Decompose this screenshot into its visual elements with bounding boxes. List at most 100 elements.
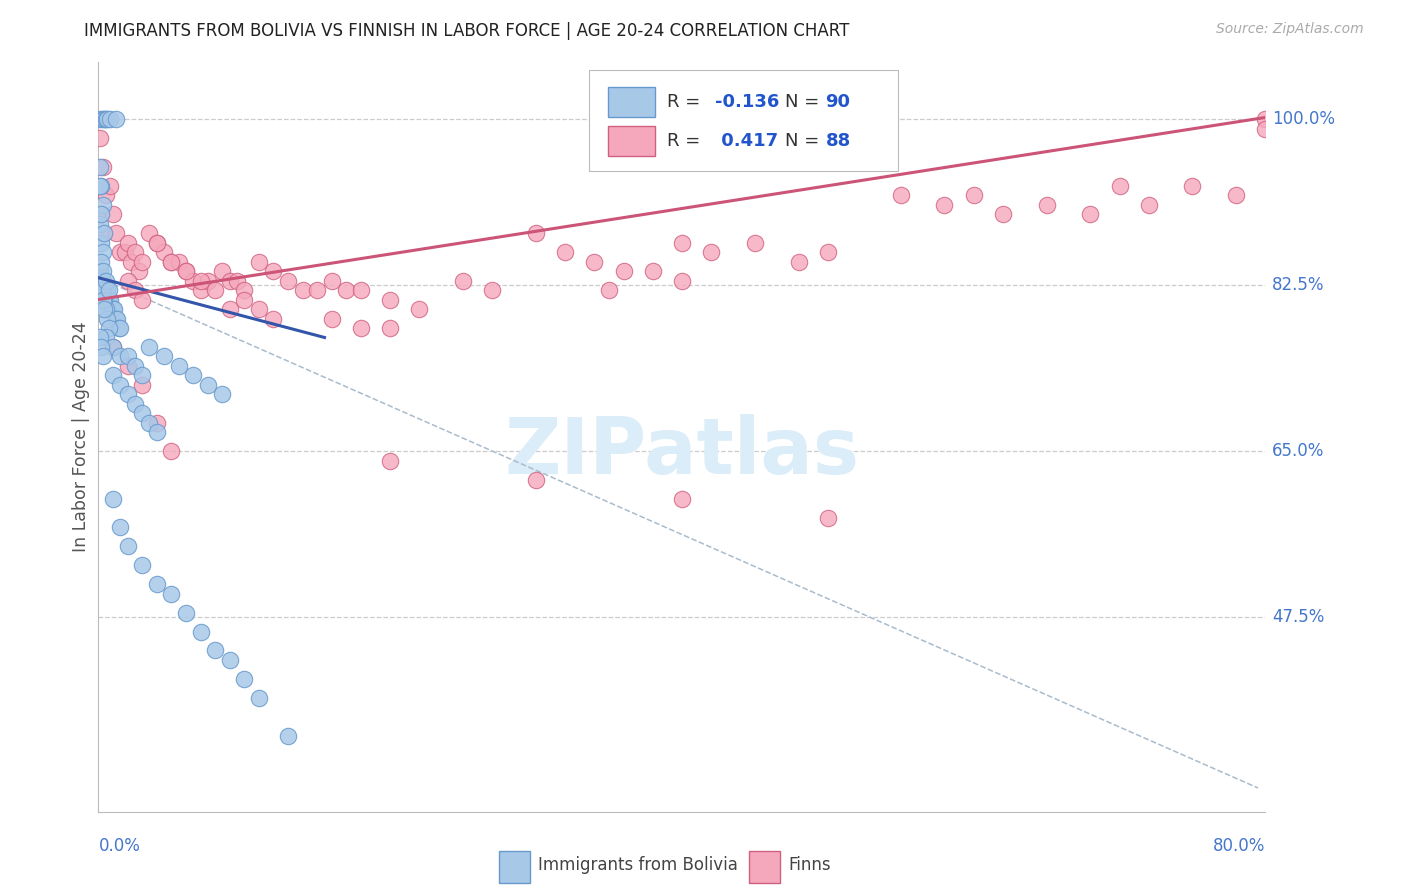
Point [671,235,693,250]
Point [124,245,146,260]
Point [89,217,111,231]
Text: ZIPatlas: ZIPatlas [505,414,859,490]
Point [350,321,373,335]
Point [108,321,131,335]
Point [307,283,329,297]
Point [1181,178,1204,193]
Point [110,520,132,534]
Point [204,643,226,657]
Point [105,311,128,326]
Point [641,264,664,278]
Point [98,178,121,193]
Point [110,321,132,335]
Point [934,197,956,211]
Point [131,406,153,420]
Point [94,112,117,127]
Text: Source: ZipAtlas.com: Source: ZipAtlas.com [1216,22,1364,37]
Point [97,293,120,307]
Point [138,340,160,354]
Point [90,254,112,268]
Point [218,301,240,316]
Point [89,264,111,278]
Point [181,368,204,383]
Point [91,350,114,364]
Point [110,350,132,364]
Point [962,188,984,202]
Point [91,293,114,307]
Point [138,226,160,240]
Point [124,359,146,373]
Point [146,425,169,440]
Point [101,340,124,354]
Point [90,235,112,250]
Point [97,321,120,335]
Point [91,160,114,174]
Point [787,254,810,268]
Point [153,350,176,364]
Point [218,274,240,288]
Point [101,368,124,383]
Point [1080,207,1102,221]
Point [100,301,122,316]
Point [160,586,183,600]
Point [481,283,503,297]
Text: 80.0%: 80.0% [1213,837,1265,855]
Point [233,283,256,297]
Point [408,301,430,316]
Point [991,207,1014,221]
Point [335,283,357,297]
Point [146,416,169,430]
Point [160,254,183,268]
Point [93,293,115,307]
Point [94,188,117,202]
Point [211,264,233,278]
Point [103,301,125,316]
Point [153,245,176,260]
Point [91,283,114,297]
Point [124,397,146,411]
Point [524,226,547,240]
Point [104,226,127,240]
Point [89,264,111,278]
Point [131,293,153,307]
Point [117,274,139,288]
Point [91,245,114,260]
Point [131,558,153,573]
Point [131,368,153,383]
Point [90,207,112,221]
Point [93,226,115,240]
Text: R =: R = [666,132,700,150]
Point [197,378,219,392]
Point [91,274,114,288]
Point [91,112,114,127]
Point [89,330,111,344]
Point [197,274,219,288]
Point [101,207,124,221]
Point [160,444,183,458]
Point [91,264,114,278]
Point [90,274,112,288]
Point [598,283,620,297]
Text: N =: N = [785,132,818,150]
Point [101,491,124,506]
Point [380,293,402,307]
Point [226,274,249,288]
Point [700,245,723,260]
Point [167,359,190,373]
Point [277,729,299,743]
Point [117,350,139,364]
Point [612,264,634,278]
Point [104,112,127,127]
Point [671,491,693,506]
Point [262,311,284,326]
Point [94,274,117,288]
Point [96,283,118,297]
Point [291,283,314,297]
Point [233,672,256,686]
Point [1035,197,1057,211]
Point [128,264,150,278]
Point [97,283,120,297]
Point [90,178,112,193]
Point [817,245,839,260]
Point [98,112,121,127]
